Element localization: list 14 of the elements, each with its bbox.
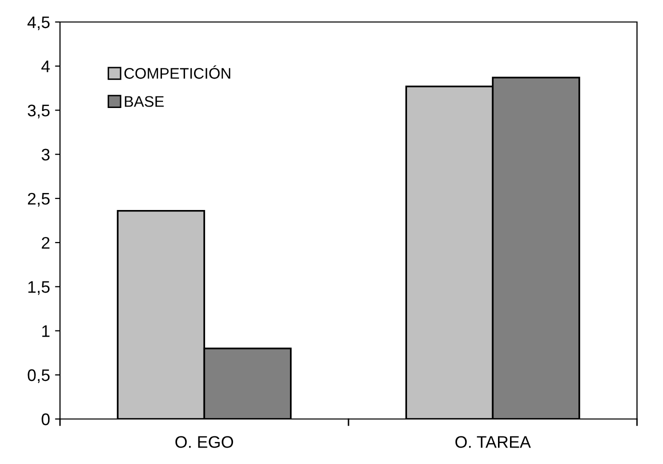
y-tick-label: 0,5 [28, 369, 50, 384]
y-tick-label: 3,5 [28, 104, 50, 118]
y-tick-label: 4,5 [27, 16, 50, 30]
y-tick-label: 2 [42, 236, 50, 249]
y-tick-label: 3 [42, 148, 50, 161]
y-tick-label: 0 [42, 413, 50, 426]
x-tick-label: O. TAREA [455, 436, 531, 448]
legend-label: BASE [124, 96, 164, 107]
y-tick-label: 1,5 [28, 281, 50, 295]
y-tick-label: 4 [41, 60, 50, 72]
y-tick-label: 2,5 [28, 192, 50, 207]
x-tick-label: O. EGO [175, 436, 234, 448]
y-tick-label: 1 [42, 325, 50, 337]
legend-label: COMPETICIÓN [124, 65, 230, 79]
